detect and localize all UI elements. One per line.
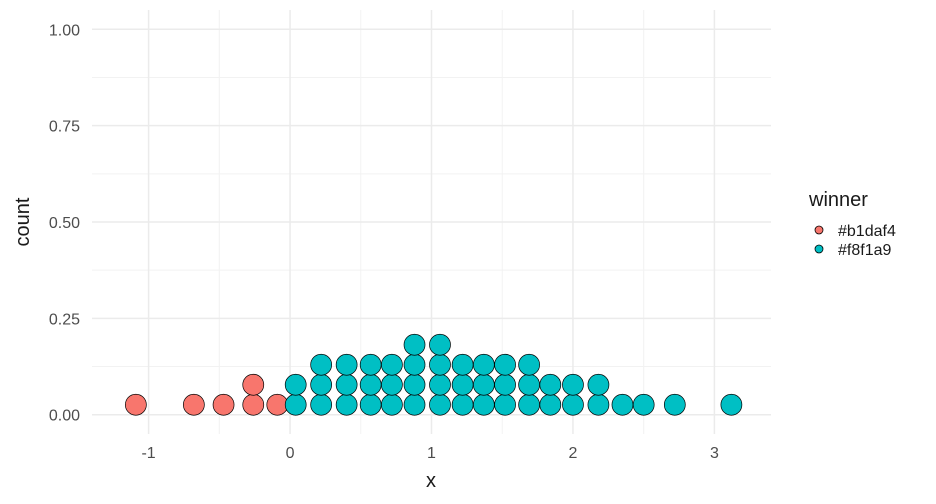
y-axis-title: count	[12, 197, 34, 246]
x-tick-label: 2	[569, 445, 578, 462]
dot-point	[720, 393, 743, 416]
major-gridlines	[92, 10, 771, 434]
y-tick-label: 0.75	[49, 119, 80, 136]
dot-point	[429, 353, 451, 376]
dot-point	[403, 353, 426, 376]
dot-point	[451, 373, 474, 396]
dot-point	[310, 393, 333, 416]
legend: winner #b1daf4 #f8f1a9	[808, 189, 896, 259]
dot-point	[518, 393, 540, 416]
dot-point	[518, 353, 540, 376]
dot-point	[335, 353, 358, 376]
legend-label-f8f1a9: #f8f1a9	[838, 242, 891, 259]
dot-point	[403, 333, 426, 356]
x-tick-label: 1	[427, 445, 436, 462]
dot-point	[310, 353, 333, 376]
dot-point	[125, 393, 147, 416]
dot-point	[562, 393, 584, 416]
dot-point	[381, 373, 403, 396]
dot-point	[266, 393, 289, 416]
dot-point	[451, 353, 474, 376]
dot-point	[587, 373, 610, 396]
x-tick-label: 3	[710, 445, 719, 462]
dot-point	[472, 393, 495, 416]
dot-point	[284, 373, 307, 396]
dot-point	[359, 373, 382, 396]
dot-point	[335, 373, 358, 396]
y-tick-label: 0.50	[49, 215, 80, 232]
legend-label-b1daf4: #b1daf4	[838, 223, 896, 240]
dot-point	[310, 373, 333, 396]
dot-point	[335, 393, 358, 416]
dot-point	[183, 393, 205, 416]
y-tick-label: 0.00	[49, 408, 80, 425]
dot-point	[611, 393, 634, 416]
dot-point	[284, 393, 307, 416]
dot-point	[359, 353, 382, 376]
dot-point	[403, 373, 426, 396]
dot-point	[403, 393, 426, 416]
x-axis-title: x	[426, 470, 436, 492]
dot-point	[429, 373, 451, 396]
dot-point	[663, 393, 686, 416]
dot-point	[539, 373, 562, 396]
legend-key-f8f1a9	[814, 244, 824, 254]
x-axis-tick-labels: -1 0 1 2 3	[141, 445, 718, 462]
y-tick-label: 0.25	[49, 311, 80, 328]
dot-point	[472, 353, 495, 376]
x-tick-label: -1	[141, 445, 155, 462]
dot-point	[242, 373, 265, 396]
y-axis-tick-labels: 0.00 0.25 0.50 0.75 1.00	[49, 22, 80, 424]
dot-point	[587, 393, 610, 416]
x-tick-label: 0	[286, 445, 295, 462]
dot-point	[359, 393, 382, 416]
dot-point	[562, 373, 584, 396]
dot-point	[212, 393, 235, 416]
dot-point	[494, 393, 516, 416]
dot-point	[381, 353, 403, 376]
y-tick-label: 1.00	[49, 22, 80, 39]
legend-title: winner	[808, 189, 868, 211]
dot-point	[381, 393, 403, 416]
dot-point	[472, 373, 495, 396]
dot-point	[494, 353, 516, 376]
dot-point	[518, 373, 540, 396]
dot-point	[539, 393, 562, 416]
dot-point	[632, 393, 655, 416]
dot-point	[429, 393, 451, 416]
dot-point	[451, 393, 474, 416]
dot-marks	[125, 333, 743, 416]
legend-key-b1daf4	[814, 225, 824, 235]
dot-point	[494, 373, 516, 396]
dot-point	[242, 393, 265, 416]
dot-point	[429, 333, 451, 356]
